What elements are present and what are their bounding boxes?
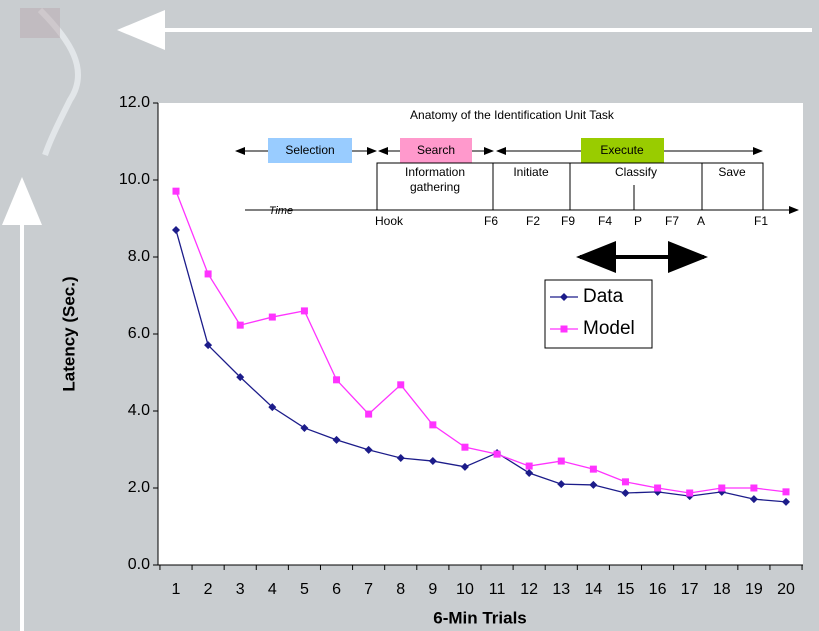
data-point	[557, 457, 565, 465]
data-point	[686, 489, 694, 497]
x-tick-label: 10	[456, 581, 474, 598]
legend	[544, 279, 653, 349]
data-point	[364, 445, 373, 454]
plot-area	[158, 103, 803, 565]
x-tick-label: 6	[332, 581, 341, 598]
data-point	[396, 453, 405, 462]
data-point	[172, 226, 180, 235]
decoration	[20, 8, 60, 38]
data-point	[268, 313, 276, 321]
data-point	[750, 484, 758, 492]
data-point	[332, 435, 341, 444]
phase-label: Selection	[285, 143, 334, 157]
x-tick-label: 18	[713, 581, 731, 598]
y-tick-label: 10.0	[119, 171, 150, 188]
x-tick-label: 7	[364, 581, 373, 598]
x-tick-label: 2	[204, 581, 213, 598]
step-label: Save	[718, 165, 746, 179]
y-tick-label: 6.0	[128, 325, 150, 342]
event-label: F4	[598, 214, 612, 228]
phase-box	[400, 138, 472, 163]
phase-label: Execute	[600, 143, 644, 157]
data-point	[300, 423, 309, 432]
data-point	[654, 484, 662, 492]
x-tick-label: 9	[428, 581, 437, 598]
x-tick-label: 4	[268, 581, 277, 598]
data-point	[365, 410, 373, 418]
event-label: F1	[754, 214, 768, 228]
event-label: F2	[526, 214, 540, 228]
data-point	[525, 462, 533, 470]
y-tick-label: 12.0	[119, 94, 150, 111]
data-point	[493, 450, 501, 458]
data-point	[782, 497, 790, 506]
data-point	[300, 307, 308, 315]
step-label: Initiate	[513, 165, 549, 179]
event-label: Hook	[375, 214, 404, 228]
series-line	[175, 229, 787, 503]
x-tick-label: 16	[649, 581, 667, 598]
data-point	[589, 480, 598, 489]
x-tick-label: 14	[584, 581, 602, 598]
data-point	[461, 443, 469, 451]
legend-marker	[560, 325, 568, 333]
data-point	[236, 321, 244, 329]
data-point	[333, 376, 341, 384]
inset-title: Anatomy of the Identification Unit Task	[410, 108, 615, 122]
data-point	[525, 468, 534, 477]
legend-marker	[560, 293, 568, 301]
x-tick-label: 5	[300, 581, 309, 598]
x-axis-label: 6-Min Trials	[433, 608, 527, 627]
data-point	[236, 373, 245, 382]
phase-box	[581, 138, 664, 163]
phase-label: Search	[417, 143, 455, 157]
x-tick-label: 8	[396, 581, 405, 598]
x-tick-label: 13	[552, 581, 570, 598]
decoration	[37, 7, 82, 156]
data-point	[621, 478, 629, 486]
event-label: A	[697, 214, 705, 228]
y-axis-label: Latency (Sec.)	[59, 276, 78, 391]
data-point	[782, 488, 790, 496]
data-point	[749, 495, 758, 504]
data-point	[589, 465, 597, 473]
x-tick-label: 15	[617, 581, 635, 598]
data-point	[204, 270, 212, 278]
x-tick-label: 19	[745, 581, 763, 598]
event-label: P	[634, 214, 642, 228]
legend-label: Model	[583, 318, 635, 339]
data-point	[718, 484, 726, 492]
data-point	[557, 480, 566, 489]
y-tick-label: 2.0	[128, 479, 150, 496]
data-point	[621, 489, 630, 498]
step-label: Information gathering	[404, 165, 466, 194]
time-label: Time	[269, 205, 293, 217]
data-point	[172, 187, 180, 195]
data-point	[268, 403, 277, 412]
series-line	[175, 190, 787, 494]
legend-label: Data	[583, 286, 624, 307]
x-tick-label: 20	[777, 581, 795, 598]
x-tick-label: 11	[489, 581, 506, 598]
event-label: F7	[665, 214, 679, 228]
y-tick-label: 4.0	[128, 402, 150, 419]
data-point	[428, 457, 437, 466]
phase-box	[268, 138, 352, 163]
data-point	[429, 421, 437, 429]
x-tick-label: 3	[236, 581, 245, 598]
inset-diagram: Anatomy of the Identification Unit Task …	[235, 108, 799, 228]
x-tick-label: 12	[520, 581, 538, 598]
y-tick-label: 8.0	[128, 248, 150, 265]
x-tick-label: 1	[172, 581, 181, 598]
y-tick-label: 0.0	[128, 556, 150, 573]
data-point	[204, 341, 213, 350]
step-label: Classify	[615, 165, 657, 179]
data-point	[397, 381, 405, 389]
data-point	[460, 462, 469, 471]
x-tick-label: 17	[681, 581, 699, 598]
event-label: F9	[561, 214, 575, 228]
event-label: F6	[484, 214, 498, 228]
